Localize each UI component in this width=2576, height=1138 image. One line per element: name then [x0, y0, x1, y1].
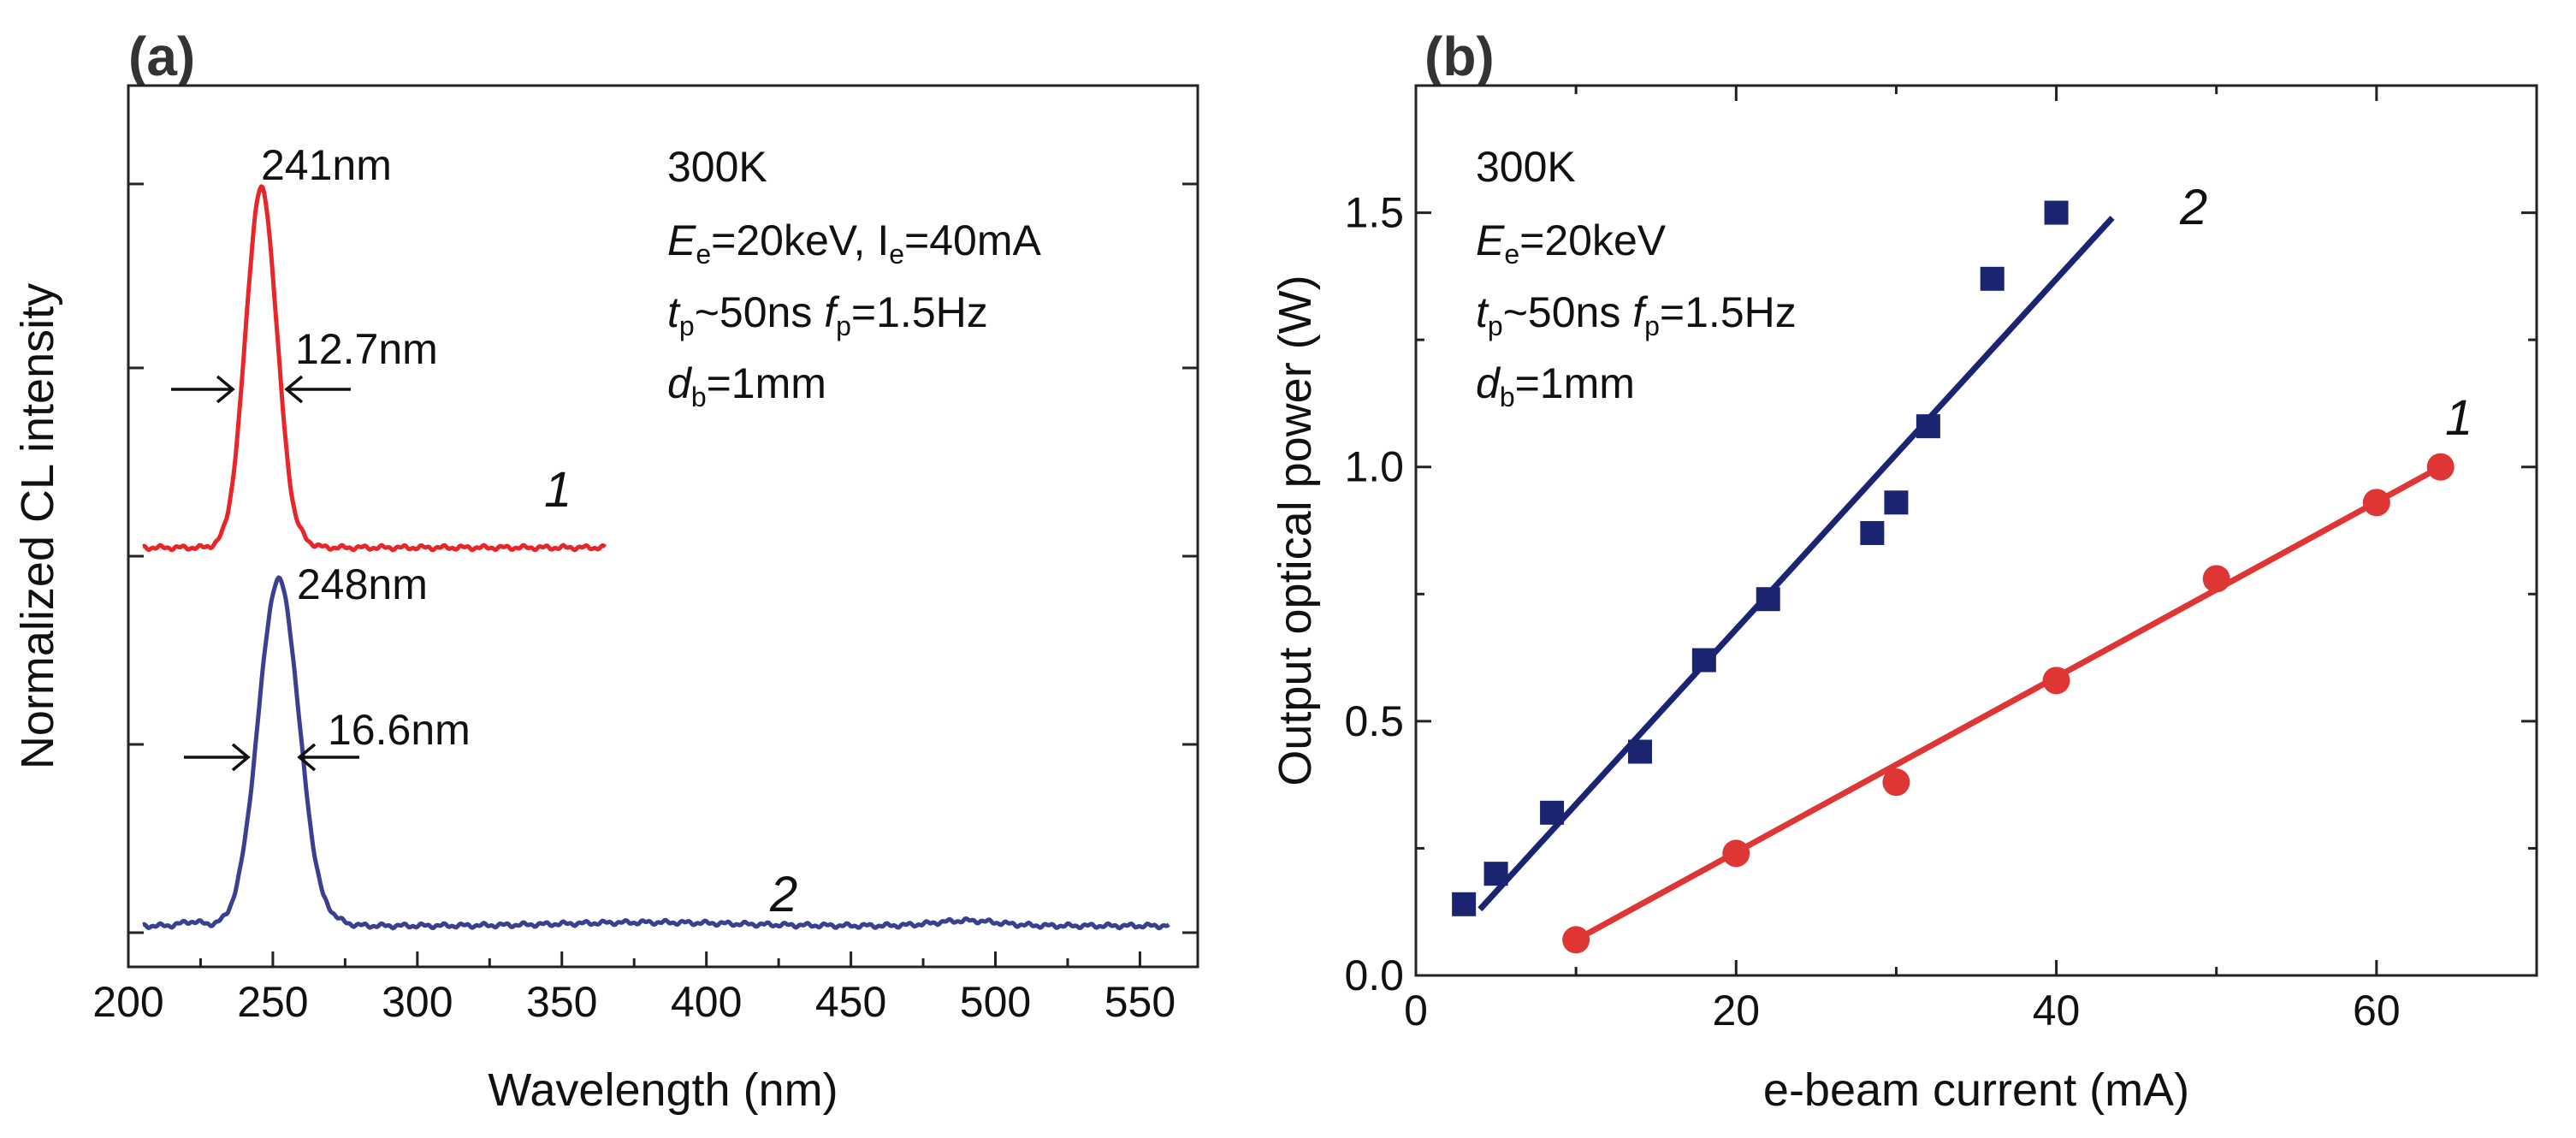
- panel-a-y-ticks: [128, 182, 1198, 934]
- panel-b-x-tick-label: 40: [2033, 987, 2081, 1034]
- fit-line-series-1: [1574, 464, 2443, 943]
- data-point-series-2: [1916, 414, 1940, 439]
- data-point-series-1: [2042, 667, 2070, 695]
- panel-a-y-axis-title: Normalized CL intensity: [12, 283, 63, 769]
- panel-b-x-axis-title: e-beam current (mA): [1763, 1064, 2189, 1116]
- panel-b-y-tick-label: 1.5: [1344, 189, 1404, 237]
- panel-b-x-tick-label: 20: [1712, 987, 1760, 1034]
- panel-a-condition-beam: db=1mm: [667, 359, 826, 412]
- panel-a-condition-pulse: tp~50ns fp=1.5Hz: [667, 288, 988, 341]
- data-point-series-1: [1882, 768, 1910, 797]
- panel-b-condition-pulse: tp~50ns fp=1.5Hz: [1476, 288, 1797, 341]
- data-point-series-2: [1628, 739, 1652, 764]
- series-2-fit-label: 2: [2179, 180, 2207, 235]
- panel-b-x-tick-label: 0: [1404, 987, 1428, 1034]
- panel-a-x-tick-label: 450: [815, 978, 886, 1026]
- panel-a-x-tick-label: 500: [960, 978, 1031, 1026]
- panel-b-series: [1452, 200, 2455, 954]
- panel-b-y-axis-title: Output optical power (W): [1270, 275, 1321, 785]
- data-point-series-2: [1756, 587, 1780, 612]
- panel-b-condition-temp: 300K: [1476, 143, 1576, 191]
- series-2-fwhm-label: 16.6nm: [328, 706, 471, 754]
- panel-b-condition-beam: db=1mm: [1476, 359, 1635, 412]
- data-point-series-1: [2202, 565, 2230, 593]
- series-1-fwhm-label: 12.7nm: [295, 325, 438, 373]
- fwhm-arrows-series-1: [171, 375, 351, 404]
- panel-b-y-tick-label: 1.0: [1344, 443, 1404, 491]
- series-1-peak-label: 241nm: [261, 141, 392, 189]
- panel-a-frame: [127, 84, 1199, 969]
- panel-a-x-tick-label: 400: [671, 978, 742, 1026]
- fwhm-arrows-series-2: [184, 743, 359, 772]
- panel-a-x-tick-label: 200: [92, 978, 163, 1026]
- series-2-name-label: 2: [769, 867, 797, 922]
- series-2-peak-label: 248nm: [297, 560, 428, 608]
- panel-a-curves: [142, 184, 1170, 931]
- spectrum-series-1: [142, 184, 607, 553]
- data-point-series-2: [2044, 200, 2069, 225]
- panel-a-condition-temp: 300K: [667, 143, 767, 191]
- panel-b: (b) 0 20 40 60 0.0 0.5 1.0 1.5 e-beam current …: [1270, 26, 2538, 1116]
- panel-a-x-tick-label: 250: [237, 978, 308, 1026]
- data-point-series-2: [1452, 892, 1477, 916]
- panel-a-x-axis-title: Wavelength (nm): [488, 1064, 838, 1116]
- panel-b-label: (b): [1424, 26, 1495, 87]
- data-point-series-2: [1691, 648, 1716, 673]
- panel-b-x-tick-label: 60: [2353, 987, 2401, 1034]
- data-point-series-1: [1722, 839, 1750, 868]
- panel-a: (a) 200 250 300 350 400 450 500 550 Wavelength …: [12, 26, 1199, 1116]
- data-point-series-1: [1562, 926, 1590, 954]
- panel-a-x-ticks: 200 250 300 350 400 450 500 550: [92, 951, 1175, 1026]
- data-point-series-2: [1540, 800, 1565, 825]
- panel-a-x-tick-label: 350: [526, 978, 597, 1026]
- panel-b-y-tick-label: 0.5: [1344, 697, 1404, 745]
- panel-a-x-tick-label: 550: [1104, 978, 1175, 1026]
- panel-a-x-tick-label: 300: [382, 978, 453, 1026]
- series-1-name-label: 1: [544, 462, 571, 518]
- panel-a-condition-energy: Ee=20keV, Ie=40mA: [667, 216, 1041, 270]
- panel-a-label: (a): [128, 26, 195, 87]
- panel-b-y-tick-label: 0.0: [1344, 951, 1404, 999]
- data-point-series-2: [1860, 520, 1885, 545]
- data-point-series-2: [1884, 490, 1909, 515]
- panel-a-conditions: 300K Ee=20keV, Ie=40mA tp~50ns fp=1.5Hz …: [667, 143, 1041, 412]
- panel-b-y-ticks: 0.0 0.5 1.0 1.5: [1344, 189, 2537, 999]
- data-point-series-1: [2426, 453, 2455, 481]
- spectrum-series-2: [142, 575, 1170, 931]
- series-1-fit-label: 1: [2445, 390, 2472, 446]
- data-point-series-2: [1483, 862, 1508, 886]
- panel-b-condition-energy: Ee=20keV: [1476, 216, 1667, 270]
- panel-b-x-ticks: 0 20 40 60: [1404, 86, 2401, 1034]
- data-point-series-1: [2362, 489, 2390, 517]
- fit-line-series-2: [1477, 216, 2115, 912]
- panel-b-frame: [1414, 84, 2538, 977]
- data-point-series-2: [1980, 266, 2005, 291]
- panel-b-conditions: 300K Ee=20keV tp~50ns fp=1.5Hz db=1mm: [1476, 143, 1797, 412]
